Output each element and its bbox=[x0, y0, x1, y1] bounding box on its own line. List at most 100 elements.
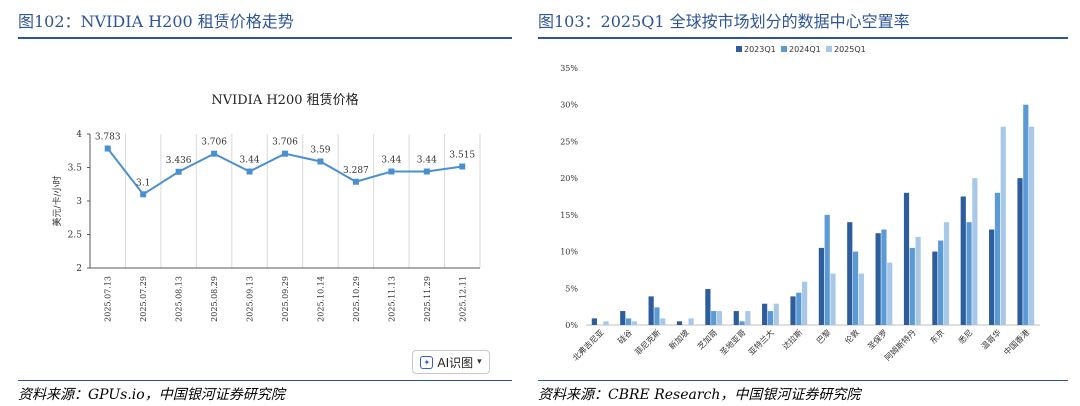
bar-chart-xtick-label: 硅谷 bbox=[616, 327, 634, 345]
bar-chart-bar bbox=[938, 240, 944, 325]
line-chart-point bbox=[317, 158, 324, 165]
bar-chart-bar bbox=[903, 192, 910, 325]
left-bottom-rule bbox=[18, 380, 512, 381]
line-chart-data-label: 3.287 bbox=[343, 166, 369, 176]
bar-chart-xtick-label: 达拉斯 bbox=[780, 327, 804, 351]
line-chart-xtick-label: 2025.08.29 bbox=[210, 276, 219, 322]
bar-chart-bar bbox=[966, 222, 972, 325]
bar-chart-bar bbox=[620, 311, 626, 325]
line-chart-data-label: 3.59 bbox=[310, 145, 330, 155]
line-chart-xtick-label: 2025.09.13 bbox=[246, 276, 255, 322]
bar-chart-bar bbox=[909, 247, 915, 325]
bar-chart-ytick-label: 5% bbox=[565, 284, 578, 293]
line-chart-point bbox=[282, 150, 288, 157]
bar-chart-xtick-label: 巴黎 bbox=[814, 327, 832, 345]
bar-chart-xtick-label: 中国香港 bbox=[1002, 327, 1032, 357]
bar-chart-legend-label: 2025Q1 bbox=[834, 45, 866, 54]
line-chart-title: NVIDIA H200 租赁价格 bbox=[211, 92, 358, 108]
line-chart-xtick-label: 2025.11.13 bbox=[387, 276, 396, 322]
bar-chart-bar bbox=[688, 318, 694, 325]
right-panel-title: 图103：2025Q1 全球按市场划分的数据中心空置率 bbox=[538, 12, 910, 31]
line-chart-ytick-label: 2.5 bbox=[68, 231, 83, 241]
bar-chart-bar bbox=[739, 321, 745, 325]
bar-chart-bar bbox=[676, 321, 683, 325]
bar-chart-bar bbox=[818, 247, 824, 325]
line-chart-ytick-label: 3.5 bbox=[68, 164, 83, 174]
line-chart-point bbox=[423, 168, 430, 175]
bar-chart-bar bbox=[790, 296, 796, 325]
bar-chart-legend-label: 2023Q1 bbox=[744, 45, 776, 54]
line-chart-point bbox=[352, 178, 359, 185]
bar-chart-bar bbox=[705, 289, 711, 325]
bar-chart-ytick-label: 30% bbox=[560, 101, 578, 110]
line-chart-ylabel: 美元/卡/小时 bbox=[51, 175, 63, 226]
bar-chart-bar bbox=[1029, 126, 1035, 325]
bar-chart-bar bbox=[1023, 104, 1029, 325]
bar-chart-bar bbox=[1000, 126, 1006, 325]
bar-chart-bar bbox=[711, 311, 717, 325]
bar-chart-bar bbox=[654, 307, 660, 325]
bar-chart-bar bbox=[932, 251, 938, 325]
bar-chart-legend-swatch bbox=[781, 46, 787, 52]
bar-chart-bar bbox=[881, 229, 887, 325]
bar-chart-bar bbox=[773, 303, 779, 325]
bar-chart-ytick-label: 20% bbox=[560, 174, 578, 183]
bar-chart-bar bbox=[802, 281, 808, 325]
line-chart-data-label: 3.1 bbox=[136, 178, 150, 188]
bar-chart-xtick-label: 菲尼克斯 bbox=[633, 327, 663, 357]
line-chart-xtick-label: 2025.11.29 bbox=[423, 276, 432, 322]
line-chart-point bbox=[175, 168, 182, 175]
line-chart-point bbox=[388, 168, 395, 175]
line-chart-data-label: 3.783 bbox=[95, 133, 121, 143]
line-chart-data-label: 3.706 bbox=[201, 138, 227, 148]
bar-chart-bar bbox=[847, 222, 853, 325]
bar-chart-bar bbox=[972, 178, 978, 325]
line-chart-data-label: 3.44 bbox=[381, 156, 401, 166]
line-chart-point bbox=[140, 191, 147, 198]
line-chart-xtick-label: 2025.08.13 bbox=[175, 276, 184, 322]
bar-chart-xtick-label: 伦敦 bbox=[843, 327, 861, 345]
bar-chart-bar bbox=[625, 318, 632, 325]
line-chart-point bbox=[104, 145, 111, 152]
left-source-note: 资料来源：GPUs.io，中国银河证券研究院 bbox=[18, 387, 285, 403]
bar-chart-bar bbox=[762, 303, 768, 325]
bar-chart-bar bbox=[887, 262, 893, 325]
chevron-down-icon: ▾ bbox=[477, 357, 482, 367]
bar-chart-bar bbox=[603, 321, 609, 325]
bar-chart-xtick-label: 阿姆斯特丹 bbox=[882, 327, 917, 362]
bar-chart-bar bbox=[989, 229, 995, 325]
bar-chart-bar bbox=[660, 318, 666, 325]
line-chart-point bbox=[459, 163, 466, 170]
bar-chart-ytick-label: 15% bbox=[560, 211, 578, 220]
bar-chart-xtick-label: 北弗吉尼亚 bbox=[570, 327, 605, 362]
bar-chart-ytick-label: 0% bbox=[565, 321, 578, 330]
bar-chart-bar bbox=[830, 273, 836, 325]
line-chart-point bbox=[246, 168, 253, 175]
line-chart-xtick-label: 2025.10.14 bbox=[316, 276, 325, 322]
bar-chart-legend-label: 2024Q1 bbox=[789, 45, 821, 54]
left-title-rule bbox=[18, 37, 512, 39]
bar-chart-bar bbox=[745, 311, 751, 325]
bar-chart-bar bbox=[591, 318, 597, 325]
bar-chart-bar bbox=[648, 296, 654, 325]
bar-chart-legend-swatch bbox=[736, 46, 742, 52]
right-title-rule bbox=[538, 37, 1068, 39]
bar-chart-bar bbox=[858, 273, 864, 325]
bar-chart-xtick-label: 新加坡 bbox=[667, 327, 691, 351]
line-chart-ytick-label: 4 bbox=[76, 130, 82, 140]
bar-chart-xtick-label: 悉尼 bbox=[956, 327, 974, 345]
line-chart-xtick-label: 2025.12.11 bbox=[458, 276, 467, 322]
bar-chart-bar bbox=[767, 311, 774, 325]
bar-chart-xtick-label: 圣地亚哥 bbox=[718, 327, 748, 357]
bar-chart-bar bbox=[943, 222, 950, 325]
bar-chart-bar bbox=[733, 311, 739, 325]
ai-recognize-button[interactable]: ✦ AI识图 ▾ bbox=[412, 350, 490, 374]
line-chart-ytick-label: 2 bbox=[76, 264, 82, 274]
bar-chart-xtick-label: 圣保罗 bbox=[865, 327, 889, 351]
line-chart-xtick-label: 2025.07.13 bbox=[104, 276, 113, 322]
bar-chart-bar bbox=[915, 236, 921, 325]
bar-chart-xtick-label: 温哥华 bbox=[979, 327, 1003, 351]
line-chart-data-label: 3.44 bbox=[417, 156, 437, 166]
line-chart-xtick-label: 2025.10.29 bbox=[352, 276, 361, 322]
